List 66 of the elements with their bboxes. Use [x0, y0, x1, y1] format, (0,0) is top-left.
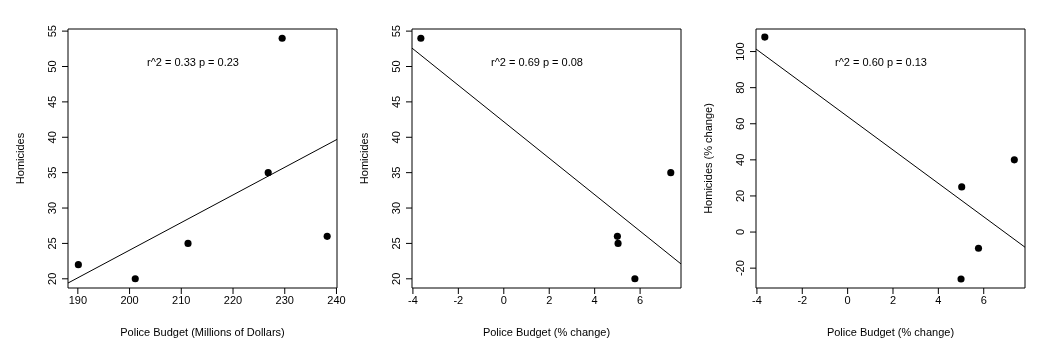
y-tick-label: 35	[390, 166, 402, 179]
point	[74, 261, 82, 269]
x-tick-label: 4	[591, 293, 598, 306]
y-tick-label: 60	[734, 117, 746, 130]
point	[131, 275, 139, 283]
y-tick-label: 45	[390, 95, 402, 109]
x-axis-title: Police Budget (Millions of Dollars)	[120, 326, 285, 338]
x-tick-label: -2	[797, 293, 808, 306]
y-axis-title: Homicides	[357, 132, 370, 185]
x-tick-label: 0	[500, 293, 507, 306]
y-axis-title: Homicides	[13, 132, 26, 185]
y-tick-label: 80	[734, 81, 746, 94]
y-tick-label: 40	[390, 131, 402, 144]
y-tick-label: 20	[46, 272, 58, 285]
point	[323, 232, 331, 240]
x-axis-title: Police Budget (% change)	[826, 326, 955, 338]
point	[667, 169, 675, 177]
point	[1010, 156, 1018, 164]
x-tick-label: 190	[68, 293, 88, 306]
x-tick-label: 210	[172, 293, 191, 306]
y-tick-label: 40	[46, 131, 58, 144]
point	[613, 232, 621, 240]
y-tick-label: 55	[46, 25, 58, 38]
point	[614, 239, 622, 247]
point	[958, 183, 966, 191]
y-tick-label: 100	[734, 42, 746, 61]
y-axis-title: Homicides (% change)	[701, 103, 714, 214]
x-tick-label: 6	[637, 293, 644, 306]
y-tick-label: 20	[390, 272, 402, 285]
y-tick-label: 25	[46, 237, 58, 250]
x-tick-label: 220	[223, 293, 243, 306]
annotation: r^2 = 0.33 p = 0.23	[146, 56, 240, 68]
x-tick-label: 2	[889, 293, 897, 306]
point	[761, 33, 769, 41]
y-tick-label: 40	[734, 153, 746, 166]
point	[278, 34, 286, 42]
x-tick-label: 2	[546, 293, 553, 306]
point	[974, 244, 983, 252]
y-tick-label: 25	[390, 237, 402, 250]
y-tick-label: 0	[734, 228, 746, 236]
point	[417, 34, 425, 42]
y-tick-label: 45	[46, 95, 58, 109]
x-tick-label: -4	[752, 293, 762, 306]
y-tick-label: 20	[734, 189, 746, 203]
y-tick-label: 30	[46, 201, 58, 215]
annotation: r^2 = 0.69 p = 0.08	[490, 56, 584, 68]
point	[957, 275, 965, 283]
x-tick-label: 240	[327, 293, 346, 306]
x-tick-label: 4	[935, 293, 942, 306]
y-tick-label: 50	[46, 60, 58, 73]
x-tick-label: 6	[980, 293, 987, 306]
y-tick-label: 50	[390, 60, 402, 73]
y-tick-label: 30	[390, 201, 402, 215]
y-tick-label: -20	[734, 260, 746, 277]
point	[631, 275, 639, 283]
x-tick-label: 0	[844, 293, 851, 306]
point	[264, 169, 272, 177]
point	[184, 239, 192, 247]
y-tick-label: 35	[46, 166, 58, 179]
y-tick-label: 55	[390, 25, 402, 38]
x-tick-label: -2	[453, 293, 464, 306]
x-tick-label: 200	[120, 293, 139, 306]
x-tick-label: 230	[275, 293, 294, 306]
x-axis-title: Police Budget (% change)	[482, 326, 611, 338]
x-tick-label: -4	[408, 293, 418, 306]
annotation: r^2 = 0.60 p = 0.13	[834, 56, 928, 68]
